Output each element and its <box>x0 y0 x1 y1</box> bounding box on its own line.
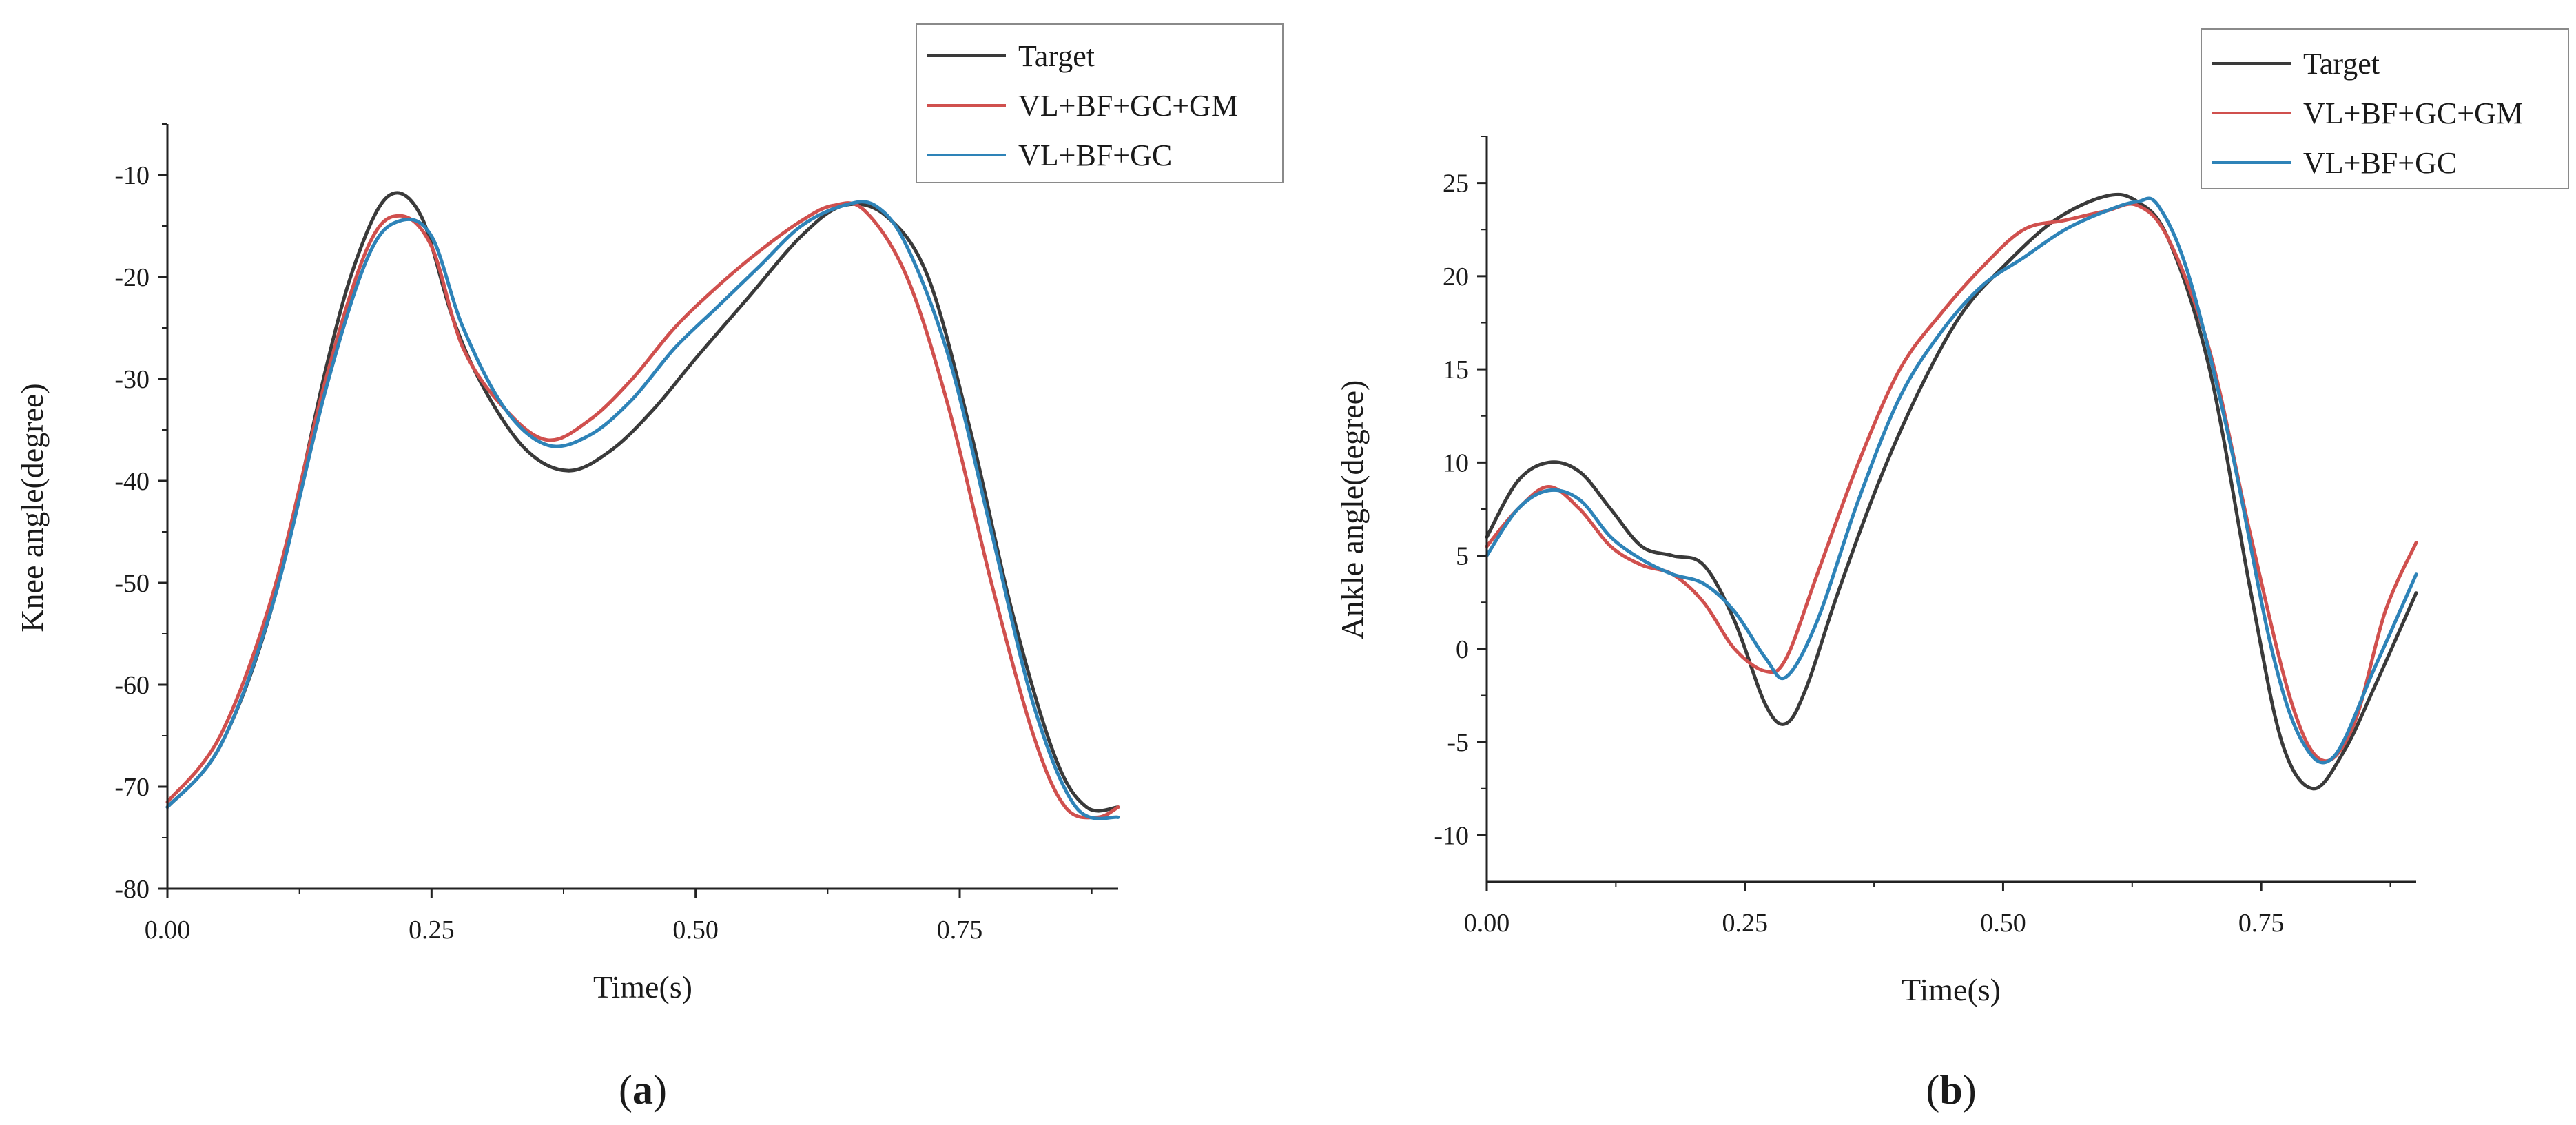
caption-open-paren: ( <box>1926 1067 1939 1113</box>
legend-label-vl-bf-gc-gm: VL+BF+GC+GM <box>2303 96 2523 130</box>
legend-label-vl-bf-gc: VL+BF+GC <box>2303 146 2457 180</box>
y-tick-label: -60 <box>114 671 150 700</box>
legend-label-target: Target <box>1018 39 1095 73</box>
caption-open-paren: ( <box>619 1067 632 1113</box>
caption-letter: a <box>632 1067 653 1113</box>
y-tick-label: 20 <box>1443 262 1469 291</box>
y-axis-title: Knee angle(degree) <box>14 383 50 632</box>
x-tick-label: 0.00 <box>1464 909 1510 938</box>
y-tick-label: -50 <box>114 569 150 598</box>
x-tick-label: 0.25 <box>409 916 455 945</box>
x-tick-label: 0.50 <box>1980 909 2026 938</box>
y-tick-label: 5 <box>1456 542 1469 571</box>
y-tick-label: 15 <box>1443 355 1469 384</box>
y-tick-label: 0 <box>1456 635 1469 664</box>
x-tick-label: 0.50 <box>672 916 719 945</box>
series-line-vl-bf-gc <box>1485 196 2418 765</box>
y-ticks: -80 -70 -60 -50 -40 -30 -20 -10 <box>114 123 167 904</box>
y-tick-label: -70 <box>114 773 150 802</box>
legend: Target VL+BF+GC+GM VL+BF+GC <box>2212 47 2523 180</box>
plot-series <box>165 191 1120 820</box>
series-line-vl-bf-gc <box>165 200 1120 820</box>
panel-caption-b: (b) <box>1926 1067 1976 1113</box>
plot-series <box>1485 192 2418 791</box>
x-ticks: 0.00 0.25 0.50 0.75 <box>1464 882 2391 938</box>
y-tick-label: -10 <box>1434 821 1469 850</box>
y-tick-label: -80 <box>114 875 150 904</box>
legend-label-target: Target <box>2303 47 2380 81</box>
y-tick-label: -10 <box>114 161 150 190</box>
legend-label-vl-bf-gc: VL+BF+GC <box>1018 138 1172 172</box>
x-tick-label: 0.25 <box>1722 909 1768 938</box>
y-axis-title: Ankle angle(degree) <box>1335 380 1370 640</box>
legend-box <box>2201 28 2569 189</box>
series-line-vl-bf-gc-gm <box>1485 202 2418 763</box>
y-tick-label: -30 <box>114 365 150 394</box>
series-line-vl-bf-gc-gm <box>165 201 1120 820</box>
x-tick-label: 0.00 <box>145 916 191 945</box>
panel-caption-a: (a) <box>619 1067 667 1113</box>
panel-a-knee-chart: Target VL+BF+GC+GM VL+BF+GC -80 -70 -60 -50… <box>14 23 1284 1113</box>
y-tick-label: 10 <box>1443 448 1469 477</box>
y-tick-label: -20 <box>114 263 150 292</box>
x-axis-title: Time(s) <box>593 969 692 1004</box>
x-ticks: 0.00 0.25 0.50 0.75 <box>145 889 1093 945</box>
panel-b-ankle-chart: Target VL+BF+GC+GM VL+BF+GC -10 -5 0 5 10 15 2… <box>1335 28 2569 1113</box>
series-line-target <box>165 191 1120 813</box>
legend: Target VL+BF+GC+GM VL+BF+GC <box>927 39 1238 172</box>
x-tick-label: 0.75 <box>2238 909 2285 938</box>
series-line-target <box>1485 192 2418 791</box>
y-ticks: -10 -5 0 5 10 15 20 25 <box>1434 136 1487 850</box>
y-tick-label: -40 <box>114 467 150 496</box>
x-tick-label: 0.75 <box>937 916 983 945</box>
legend-label-vl-bf-gc-gm: VL+BF+GC+GM <box>1018 89 1238 123</box>
y-tick-label: -5 <box>1447 728 1469 757</box>
caption-close-paren: ) <box>653 1067 667 1113</box>
x-axis-title: Time(s) <box>1902 972 2001 1007</box>
y-tick-label: 25 <box>1443 169 1469 198</box>
caption-letter: b <box>1939 1067 1962 1113</box>
caption-close-paren: ) <box>1963 1067 1977 1113</box>
